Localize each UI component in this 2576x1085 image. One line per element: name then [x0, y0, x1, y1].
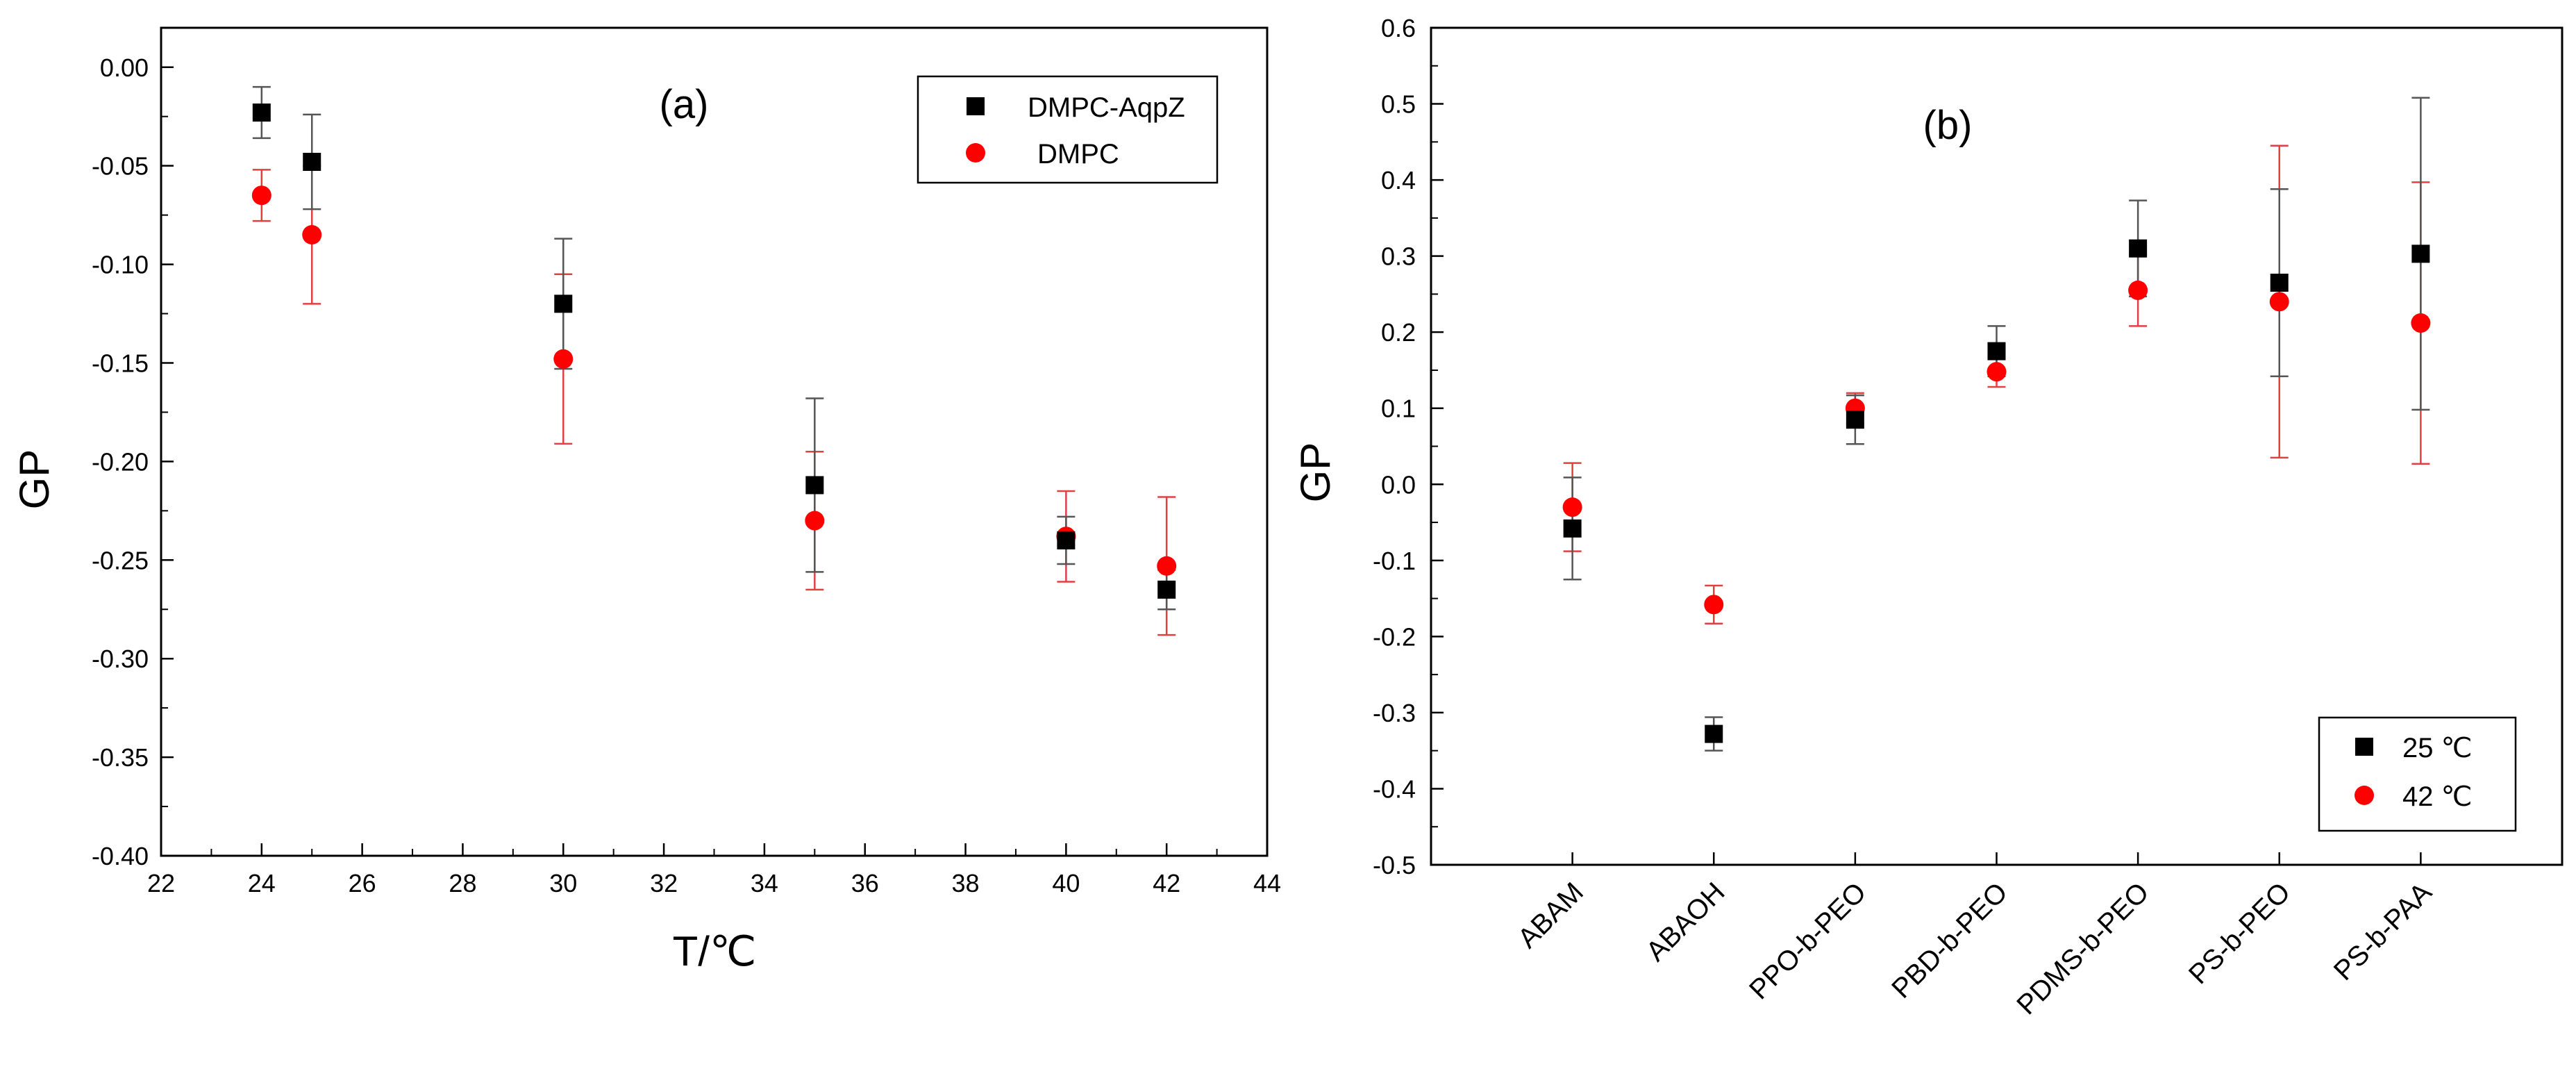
legend-marker-dmpc [966, 143, 985, 163]
y-tick-label-b-11: -0.5 [1373, 851, 1416, 879]
panel-label-a: (a) [660, 82, 709, 127]
x-tick-label-a-6: 34 [751, 869, 778, 897]
point-b-s0-0 [1563, 519, 1582, 538]
y-tick-label-b-5: 0.1 [1381, 395, 1416, 423]
point-a-s1-1 [302, 225, 322, 245]
point-a-s0-3 [805, 476, 824, 495]
legend-label-dmpc: DMPC [1037, 139, 1119, 169]
point-b-s1-4 [2128, 280, 2148, 300]
x-tick-label-a-5: 32 [650, 869, 678, 897]
y-tick-label-a-3: -0.15 [92, 349, 149, 377]
x-tick-label-a-7: 36 [851, 869, 879, 897]
point-a-s1-2 [553, 349, 574, 369]
y-tick-label-a-6: -0.30 [92, 645, 149, 673]
x-tick-label-a-4: 30 [549, 869, 577, 897]
x-tick-label-a-9: 40 [1052, 869, 1080, 897]
point-b-s1-3 [1987, 362, 2007, 382]
y-tick-label-a-5: -0.25 [92, 546, 149, 574]
y-tick-label-a-0: 0.00 [100, 53, 149, 82]
y-tick-label-b-6: 0.0 [1381, 470, 1416, 499]
data-points-a [251, 85, 1177, 636]
legend-label-25c: 25 ℃ [2402, 733, 2473, 763]
axes-a: 22 24 26 28 30 32 34 36 38 40 42 44 0.00 -0.05 -0.10 -0… [92, 53, 1281, 897]
point-b-s0-2 [1846, 411, 1864, 429]
legend-label-dmpc-aqpz: DMPC-AqpZ [1028, 92, 1185, 123]
point-a-s0-2 [554, 295, 573, 313]
x-tick-label-a-8: 38 [952, 869, 980, 897]
legend-label-42c: 42 ℃ [2402, 781, 2473, 812]
point-a-s1-3 [805, 511, 825, 531]
legend-b: 25 ℃ 42 ℃ [2318, 716, 2517, 832]
point-b-s0-4 [2129, 239, 2148, 258]
point-b-s1-6 [2411, 313, 2431, 333]
y-tick-label-b-8: -0.2 [1373, 622, 1416, 651]
x-tick-label-a-10: 42 [1153, 869, 1180, 897]
y-tick-label-a-2: -0.10 [92, 251, 149, 279]
legend-marker-dmpc-aqpz [967, 97, 985, 115]
point-b-s0-3 [1987, 342, 2006, 361]
y-tick-label-a-4: -0.20 [92, 447, 149, 476]
y-tick-label-b-7: -0.1 [1373, 547, 1416, 575]
y-tick-label-a-7: -0.35 [92, 743, 149, 772]
y-tick-label-a-1: -0.05 [92, 152, 149, 181]
y-axis-label-b: GP [1292, 442, 1339, 503]
legend-box-a [917, 75, 1219, 184]
x-tick-label-a-3: 28 [449, 869, 476, 897]
data-points-b [1562, 97, 2431, 752]
x-tick-label-a-11: 44 [1253, 869, 1281, 897]
legend-marker-42c [2355, 786, 2374, 805]
point-b-s0-6 [2411, 245, 2430, 263]
y-tick-label-b-3: 0.3 [1381, 242, 1416, 271]
point-a-s0-4 [1057, 531, 1076, 549]
panel-label-b: (b) [1923, 103, 1973, 148]
point-b-s0-5 [2270, 273, 2289, 292]
y-axis-label-a: GP [11, 449, 58, 510]
point-b-s0-1 [1705, 724, 1723, 743]
chart-panel-a: 22 24 26 28 30 32 34 36 38 40 42 44 0.00 -0.05 -0.10 -0… [11, 26, 1281, 975]
x-tick-label-a-2: 26 [349, 869, 376, 897]
y-tick-label-a-8: -0.40 [92, 842, 149, 870]
point-a-s0-5 [1157, 580, 1176, 599]
legend-marker-25c [2355, 738, 2373, 756]
point-b-s1-5 [2269, 292, 2289, 312]
x-axis-label-a: T/℃ [673, 928, 757, 975]
y-tick-label-b-9: -0.3 [1373, 699, 1416, 727]
x-tick-label-a-1: 24 [248, 869, 276, 897]
point-a-s0-1 [303, 152, 321, 171]
legend-box-b [2318, 716, 2517, 832]
y-tick-label-b-0: 0.6 [1381, 14, 1416, 42]
point-b-s1-1 [1704, 595, 1724, 615]
legend-a: DMPC-AqpZ DMPC [917, 75, 1219, 184]
y-tick-label-b-4: 0.2 [1381, 318, 1416, 347]
point-a-s0-0 [252, 103, 271, 122]
y-tick-label-b-1: 0.5 [1381, 90, 1416, 119]
y-tick-label-b-10: -0.4 [1373, 775, 1416, 803]
point-a-s1-5 [1157, 556, 1177, 576]
point-b-s1-0 [1562, 497, 1582, 517]
x-tick-label-a-0: 22 [147, 869, 175, 897]
y-tick-label-b-2: 0.4 [1381, 166, 1416, 194]
point-a-s1-0 [251, 185, 271, 206]
